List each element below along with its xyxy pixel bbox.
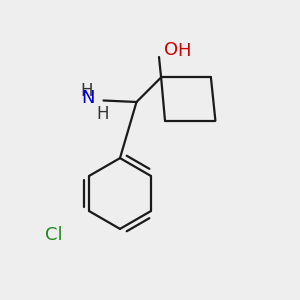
Text: H: H	[80, 82, 93, 100]
Text: N: N	[81, 89, 94, 107]
Text: H: H	[97, 105, 109, 123]
Text: Cl: Cl	[45, 226, 62, 244]
Text: H: H	[177, 42, 190, 60]
Text: O: O	[164, 41, 178, 59]
